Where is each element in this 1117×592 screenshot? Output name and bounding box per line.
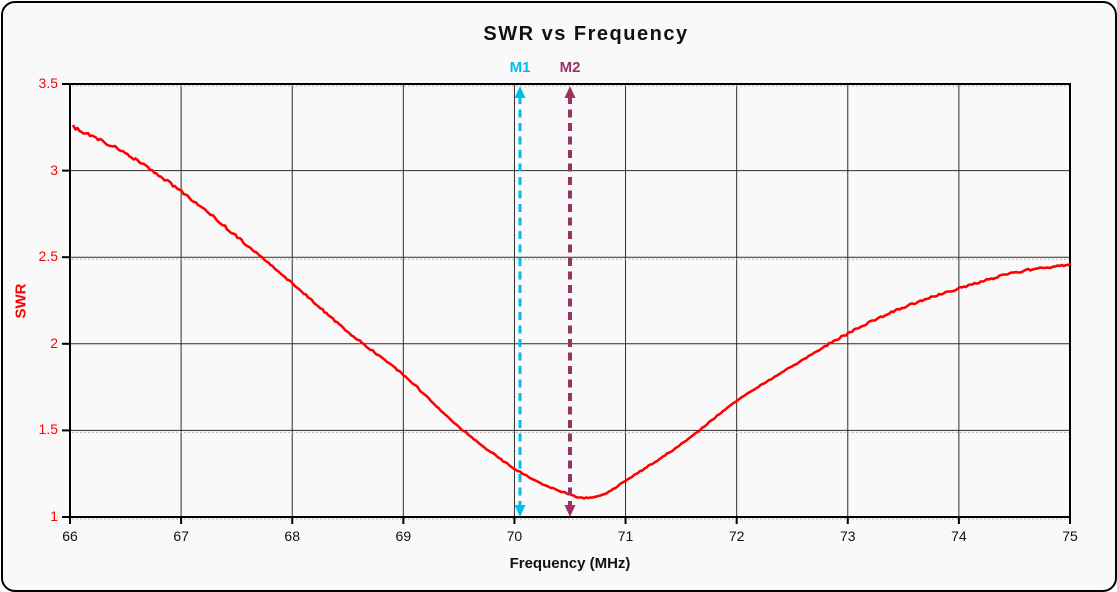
y-tick-label: 1: [50, 508, 58, 524]
marker-line-m2[interactable]: [564, 86, 576, 517]
marker-line-m1[interactable]: [514, 86, 526, 517]
x-tick-label: 68: [284, 528, 301, 544]
x-tick-label: 71: [617, 528, 634, 544]
x-tick-label: 67: [173, 528, 189, 544]
y-tick-label: 2.5: [38, 248, 58, 265]
axis-ticks: [62, 83, 1071, 524]
x-tick-label: 69: [395, 528, 412, 544]
y-axis-title: SWR: [12, 283, 30, 319]
chart-title: SWR vs Frequency: [483, 23, 689, 45]
x-tick-label: 66: [62, 528, 78, 544]
x-tick-label: 74: [951, 528, 967, 544]
y-tick-label: 2: [50, 334, 58, 351]
x-tick-label: 72: [728, 528, 745, 544]
marker-m1-label[interactable]: M1: [509, 59, 531, 76]
y-tick-label: 1.5: [38, 421, 58, 438]
y-tick-label: 3.5: [38, 75, 58, 91]
marker-m2-label[interactable]: M2: [559, 59, 581, 76]
x-tick-label: 73: [839, 528, 856, 544]
x-tick-label: 70: [506, 528, 523, 544]
x-tick-label: 75: [1062, 528, 1078, 544]
x-axis-title: Frequency (MHz): [509, 555, 631, 572]
y-tick-label: 3: [50, 161, 58, 178]
